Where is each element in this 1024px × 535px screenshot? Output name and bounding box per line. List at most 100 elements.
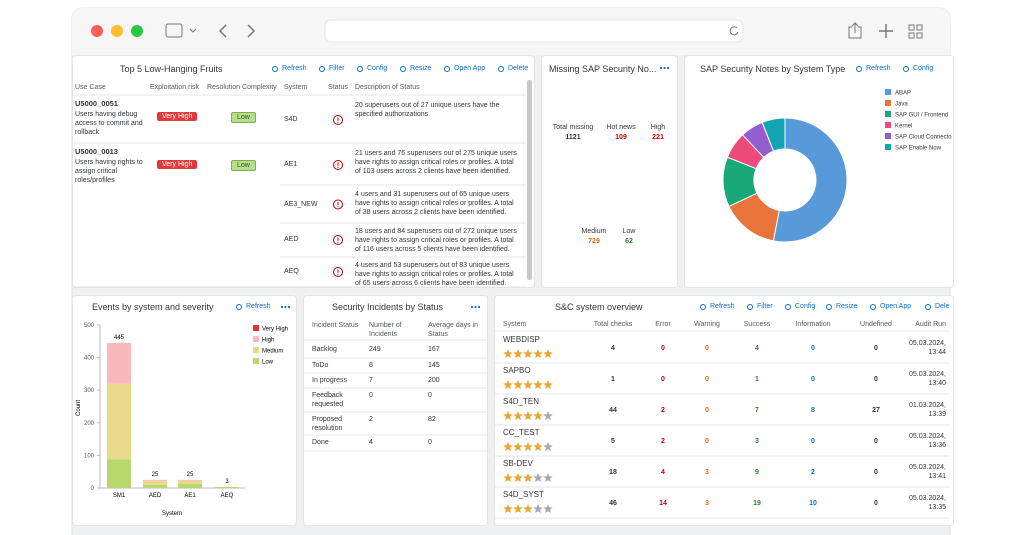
action-button[interactable]: Dele <box>925 303 949 310</box>
share-button[interactable] <box>848 21 862 39</box>
close-button[interactable] <box>91 25 103 37</box>
action-button[interactable]: Refresh <box>856 65 891 72</box>
check-count: 0 <box>661 376 665 383</box>
column-header: Exploitation risk <box>150 84 200 91</box>
column-header: Success <box>743 321 771 328</box>
legend-label: Medium <box>262 349 283 355</box>
y-tick-label: 0 <box>91 486 95 492</box>
column-header: Status <box>328 84 348 91</box>
status-description: 21 users and 76 superusers out of 275 un… <box>355 150 517 175</box>
check-count: 0 <box>874 500 878 507</box>
check-count: 2 <box>661 438 665 445</box>
overflow-dot <box>470 305 474 309</box>
column-header: System <box>503 321 527 328</box>
check-count: 3 <box>705 469 709 476</box>
check-count: 9 <box>755 469 759 476</box>
star <box>543 380 553 390</box>
system-name: AEQ <box>284 268 299 275</box>
overflow-dot <box>663 66 666 70</box>
action-button[interactable]: Resize <box>826 303 857 310</box>
kpi-label: Total missing <box>552 124 594 131</box>
check-count: 1 <box>611 376 615 383</box>
legend-label: Very High <box>262 327 288 333</box>
action-button[interactable]: Resize <box>400 65 431 72</box>
legend-swatch <box>253 358 259 364</box>
action-button[interactable]: Delete <box>498 65 528 72</box>
audit-run: 01.03.2024, 13:39 <box>909 402 946 418</box>
legend-label: Kernel <box>895 124 912 130</box>
star <box>503 411 513 421</box>
incident-status: Feedback requested <box>312 392 344 408</box>
column-header: Average days in Status <box>428 322 479 338</box>
forward-button[interactable] <box>247 24 256 38</box>
bar-segment <box>215 487 239 488</box>
star <box>533 504 543 514</box>
incident-status: ToDo <box>312 362 329 369</box>
check-count: 0 <box>874 345 878 352</box>
y-axis-title: Count <box>76 400 82 416</box>
new-tab-button[interactable] <box>879 24 893 38</box>
check-count: 7 <box>755 407 759 414</box>
tab-overview-button[interactable] <box>908 24 923 39</box>
action-button[interactable]: Filter <box>319 65 345 72</box>
star <box>533 349 543 359</box>
back-button[interactable] <box>218 24 227 38</box>
zoom-button[interactable] <box>131 25 143 37</box>
incident-status: Proposed resolution <box>312 416 343 432</box>
check-count: 2 <box>661 407 665 414</box>
star <box>513 380 523 390</box>
risk-badge: Very High <box>157 112 198 121</box>
star <box>503 349 513 359</box>
x-tick-label: AEQ <box>221 493 234 499</box>
status-icon <box>333 115 343 125</box>
reload-button[interactable] <box>729 26 739 36</box>
check-count: 10 <box>809 500 817 507</box>
incident-number: 0 <box>369 392 373 399</box>
action-button[interactable]: Open App <box>870 303 911 310</box>
sidebar-menu[interactable] <box>189 28 197 33</box>
check-count: 4 <box>661 469 665 476</box>
y-tick-label: 100 <box>84 453 95 459</box>
system-name: AE3_NEW <box>284 200 318 208</box>
status-icon-dot <box>337 206 339 208</box>
audit-run: 05.03.2024, 13:44 <box>909 340 946 356</box>
action-button[interactable]: Refresh <box>272 65 307 72</box>
star <box>543 349 553 359</box>
star <box>543 473 553 483</box>
action-button[interactable]: Refresh <box>236 303 271 310</box>
bar-total-label: 25 <box>152 472 159 478</box>
y-tick-label: 500 <box>84 323 95 329</box>
incident-number: 4 <box>369 439 373 446</box>
status-description: 4 users and 53 superusers out of 83 uniq… <box>355 262 514 287</box>
star <box>533 411 543 421</box>
system-name: S4D_TEN <box>503 397 540 406</box>
sidebar-button[interactable] <box>165 23 183 38</box>
bar-total-label: 445 <box>114 335 125 341</box>
overflow-dot <box>666 66 670 70</box>
x-tick-label: SM1 <box>113 493 126 499</box>
risk-badge: Very High <box>157 160 198 169</box>
column-header: Resolution Complexity <box>207 84 277 91</box>
use-case-text: Users having debug access to commit and … <box>75 111 143 136</box>
minimize-button[interactable] <box>111 25 123 37</box>
incident-number: 145 <box>428 362 440 369</box>
panel-title: Security Incidents by Status <box>332 302 444 312</box>
incident-status: Done <box>312 439 329 446</box>
action-button[interactable]: Config <box>903 65 933 72</box>
check-count: 3 <box>755 438 759 445</box>
address-bar[interactable] <box>324 19 744 43</box>
star <box>523 473 533 483</box>
star <box>503 380 513 390</box>
action-button[interactable]: Config <box>785 303 815 310</box>
action-button[interactable]: Filter <box>747 303 773 310</box>
legend-label: SAP Enable Now <box>895 146 942 152</box>
kpi-value: 109 <box>615 134 627 141</box>
check-count: 27 <box>872 407 880 414</box>
star <box>533 442 543 452</box>
kpi-label: High <box>650 124 666 131</box>
check-count: 4 <box>755 345 759 352</box>
action-button[interactable]: Refresh <box>700 303 735 310</box>
action-button[interactable]: Config <box>357 65 387 72</box>
action-button[interactable]: Open App <box>444 65 485 72</box>
